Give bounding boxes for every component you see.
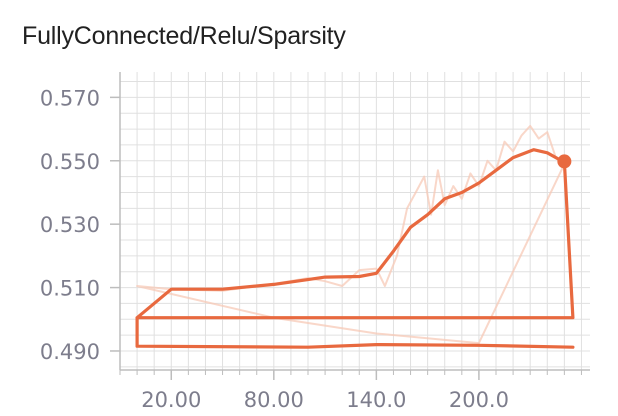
tick-labels: 20.00 80.00 140.0 200.0 0.490 0.510 0.530 0.550… bbox=[40, 86, 509, 412]
x-tick-label: 140.0 bbox=[346, 388, 406, 412]
chart-title: FullyConnected/Relu/Sparsity bbox=[22, 22, 346, 50]
x-tick-label: 20.00 bbox=[141, 388, 201, 412]
last-point-dot[interactable] bbox=[557, 154, 572, 169]
last-point-marker bbox=[557, 154, 572, 169]
y-tick-label: 0.510 bbox=[40, 277, 100, 301]
grid bbox=[119, 72, 590, 370]
y-tick-label: 0.550 bbox=[40, 150, 100, 174]
y-tick-label: 0.530 bbox=[40, 213, 100, 237]
smoothed-line bbox=[135, 148, 575, 349]
y-tick-label: 0.490 bbox=[40, 340, 100, 364]
y-tick-label: 0.570 bbox=[40, 86, 100, 110]
x-tick-label: 80.00 bbox=[244, 388, 304, 412]
raw-line bbox=[136, 124, 566, 345]
smoothed-series bbox=[135, 148, 575, 349]
x-tick-label: 200.0 bbox=[449, 388, 509, 412]
axes bbox=[110, 72, 590, 380]
raw-series bbox=[136, 124, 566, 345]
